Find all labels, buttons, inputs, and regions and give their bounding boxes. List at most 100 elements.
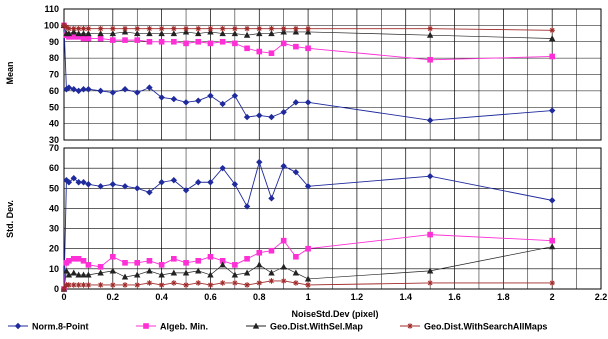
mean-data-point-0 xyxy=(426,117,434,124)
std-data-point-0 xyxy=(548,197,556,204)
std-data-point-2 xyxy=(146,267,153,274)
std-data-point-3 xyxy=(70,282,77,288)
std-data-point-3 xyxy=(158,282,165,288)
std-x-tick-label: 1.2 xyxy=(351,292,364,302)
std-data-point-1 xyxy=(256,249,263,256)
mean-data-point-0 xyxy=(65,84,73,91)
std-data-point-2 xyxy=(268,269,275,276)
mean-y-tick-label: 110 xyxy=(44,4,59,14)
std-data-point-0 xyxy=(268,195,275,202)
mean-data-point-3 xyxy=(97,25,104,32)
mean-data-point-1 xyxy=(305,45,311,52)
std-y-tick-label: 20 xyxy=(49,244,59,254)
std-data-point-2 xyxy=(280,263,287,270)
mean-data-point-3 xyxy=(232,25,238,32)
legend-label-0: Norm.8-Point xyxy=(32,322,89,332)
mean-y-tick-label: 100 xyxy=(44,20,59,30)
std-x-tick-label: 1 xyxy=(306,292,311,302)
mean-data-point-3 xyxy=(110,25,116,32)
mean-data-point-0 xyxy=(158,94,165,101)
mean-data-point-2 xyxy=(426,31,434,38)
legend: Norm.8-Point Algeb. Min. Geo.Dist.WithSel.… xyxy=(8,322,547,332)
mean-data-point-0 xyxy=(207,92,214,99)
mean-data-point-3 xyxy=(219,25,226,32)
std-data-point-3 xyxy=(232,280,238,286)
mean-data-point-3 xyxy=(256,25,263,32)
std-data-point-0 xyxy=(70,175,77,182)
mean-data-point-1 xyxy=(158,38,165,45)
legend-label-2: Geo.Dist.WithSel.Map xyxy=(270,322,363,332)
mean-data-point-2 xyxy=(146,30,153,37)
mean-data-point-0 xyxy=(75,87,82,95)
mean-data-point-1 xyxy=(70,34,77,40)
mean-y-tick-label: 90 xyxy=(49,37,59,47)
mean-data-point-2 xyxy=(243,31,251,38)
std-data-point-0 xyxy=(75,179,82,186)
mean-y-tick-label: 60 xyxy=(49,86,59,96)
mean-data-point-2 xyxy=(121,28,129,35)
std-data-point-3 xyxy=(305,282,311,288)
mean-data-point-1 xyxy=(244,45,250,52)
std-data-point-3 xyxy=(134,282,141,288)
std-data-point-2 xyxy=(80,271,87,278)
mean-data-point-2 xyxy=(70,28,77,35)
std-data-point-2 xyxy=(65,271,73,278)
std-data-point-1 xyxy=(232,262,238,268)
std-data-point-0 xyxy=(304,183,312,190)
std-data-point-1 xyxy=(158,262,165,268)
mean-data-point-0 xyxy=(219,100,226,108)
mean-data-point-3 xyxy=(305,25,311,32)
std-data-point-0 xyxy=(219,164,226,172)
mean-data-point-0 xyxy=(182,99,190,106)
mean-data-point-0 xyxy=(109,89,117,96)
std-data-point-0 xyxy=(256,158,263,166)
std-data-point-2 xyxy=(426,267,434,274)
mean-data-point-3 xyxy=(70,25,77,32)
std-data-point-3 xyxy=(293,280,299,286)
std-data-point-0 xyxy=(80,179,87,186)
mean-data-point-2 xyxy=(97,30,104,37)
std-data-point-1 xyxy=(183,260,189,266)
std-data-point-1 xyxy=(219,258,226,264)
mean-data-point-2 xyxy=(280,28,287,35)
mean-data-point-0 xyxy=(70,86,77,93)
mean-data-point-2 xyxy=(304,28,312,35)
std-data-point-3 xyxy=(256,280,263,286)
std-data-point-1 xyxy=(80,258,87,264)
std-y-tick-label: 0 xyxy=(54,284,59,294)
mean-data-point-2 xyxy=(65,30,73,37)
std-data-point-1 xyxy=(195,258,202,264)
mean-data-point-3 xyxy=(195,25,202,32)
std-data-point-0 xyxy=(231,181,239,188)
std-y-tick-label: 40 xyxy=(49,203,59,213)
std-data-point-1 xyxy=(66,258,72,264)
mean-data-point-0 xyxy=(304,99,312,106)
std-data-point-3 xyxy=(66,282,72,288)
std-y-tick-label: 10 xyxy=(49,264,59,274)
std-data-point-2 xyxy=(219,261,226,268)
mean-data-point-2 xyxy=(85,30,92,37)
mean-data-point-2 xyxy=(256,30,263,37)
mean-data-point-3 xyxy=(63,24,70,30)
std-data-point-3 xyxy=(427,280,433,286)
mean-data-point-2 xyxy=(134,30,141,37)
mean-data-point-0 xyxy=(134,89,141,96)
std-data-point-3 xyxy=(207,282,214,288)
std-data-point-1 xyxy=(134,260,141,266)
mean-data-point-1 xyxy=(195,38,202,45)
std-y-tick-label: 30 xyxy=(49,224,59,234)
std-data-point-2 xyxy=(182,269,190,276)
mean-data-point-2 xyxy=(195,30,202,37)
mean-data-point-1 xyxy=(110,37,116,43)
legend-label-1: Algeb. Min. xyxy=(160,322,208,332)
std-data-point-3 xyxy=(61,286,67,292)
std-data-point-0 xyxy=(207,179,214,186)
std-data-point-3 xyxy=(85,282,92,288)
std-data-point-2 xyxy=(256,261,263,268)
mean-data-point-1 xyxy=(280,40,287,47)
mean-data-point-3 xyxy=(207,25,214,32)
std-x-tick-label: 2.2 xyxy=(595,292,608,302)
legend-marker-2 xyxy=(252,322,260,329)
std-data-point-1 xyxy=(85,262,92,268)
mean-data-point-2 xyxy=(182,28,190,35)
